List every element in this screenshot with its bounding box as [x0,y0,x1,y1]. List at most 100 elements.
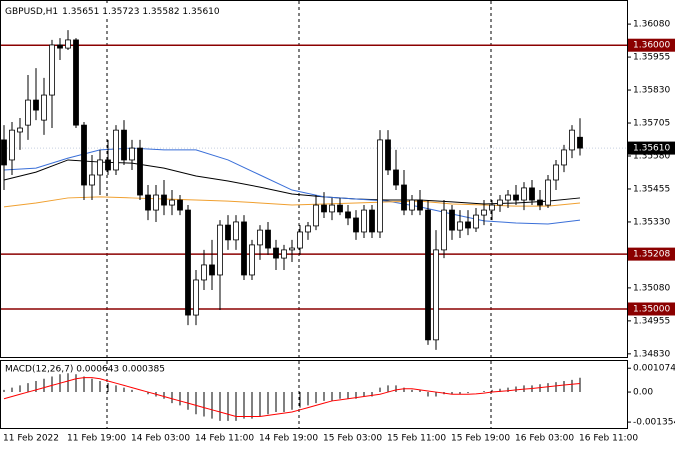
y-tick-label: 1.35580 [633,151,670,161]
candle-body [425,209,431,341]
current-price-box [628,141,675,155]
candle-body [393,169,399,186]
x-tick-label: 11 Feb 2022 [3,434,59,444]
candle-body [73,39,79,126]
candle-body [385,139,391,171]
candle-body [353,217,359,233]
x-tick-label: 16 Feb 11:00 [579,434,638,444]
candle-body [257,229,263,246]
candle-body [25,99,31,126]
candle-body [65,39,71,49]
symbol: GBPUSD,H1 [5,7,58,17]
candle-body [217,224,223,276]
level-label-box [628,247,675,261]
candle-body [1,139,7,166]
x-tick-label: 16 Feb 03:00 [515,434,574,444]
level-label: 1.36000 [633,41,670,51]
candle-body [33,99,39,111]
title-bg [2,3,224,17]
ohlc-values: 1.35651 1.35723 1.35582 1.35610 [62,7,220,17]
y-tick-label: 1.35080 [633,283,670,293]
candle-body [81,124,87,186]
candle-body [193,279,199,316]
candle-body [57,44,63,49]
y-tick-label: 1.34955 [633,316,670,326]
candle-body [449,209,455,231]
candle-body [529,187,535,201]
candle-body [497,199,503,206]
level-label-box [628,38,675,52]
signal-line [3,377,581,417]
candle-body [321,204,327,213]
candle-body [225,224,231,241]
candle-body [177,199,183,211]
candle-body [249,244,255,276]
y-tick-label: -0.001354 [633,418,675,428]
candle-body [345,211,351,219]
x-tick-label: 15 Feb 03:00 [323,434,382,444]
candle-body [305,225,311,233]
candle-body [241,221,247,276]
candle-body [49,44,55,96]
candle-body [153,194,159,211]
y-tick-label: 1.35455 [633,184,670,194]
y-tick-label: 1.34830 [633,349,670,359]
candle-body [185,209,191,316]
candle-body [537,199,543,206]
candle-body [209,264,215,276]
candle-body [161,194,167,206]
candle-body [401,184,407,211]
candle-body [129,147,135,161]
candle-body [441,209,447,251]
candle-body [369,209,375,233]
x-tick-label: 15 Feb 19:00 [451,434,510,444]
y-tick-label: 1.36080 [633,20,670,30]
candle-body [121,129,127,161]
candle-body [281,249,287,259]
candle-body [273,247,279,259]
candle-body [145,194,151,211]
y-tick-label: 0.00 [633,388,653,398]
candle-body [521,187,527,201]
y-tick-label: 0.001074 [633,364,675,374]
candle-body [113,129,119,171]
level-label: 1.35208 [633,250,670,260]
candle-body [433,249,439,341]
candle-body [457,221,463,231]
candle-body [569,129,575,151]
candle-body [137,147,143,196]
candle-body [417,199,423,211]
candle-body [89,174,95,186]
candle-body [553,164,559,181]
y-tick-label: 1.35705 [633,119,670,129]
x-tick-label: 11 Feb 19:00 [67,434,126,444]
candle-body [489,204,495,211]
candle-body [337,204,343,213]
candle-body [233,221,239,241]
y-tick-label: 1.35830 [633,86,670,96]
x-tick-label: 15 Feb 11:00 [387,434,446,444]
candle-body [105,159,111,171]
candle-body [465,221,471,229]
candle-body [481,209,487,216]
candle-body [361,209,367,233]
candle-body [577,136,583,149]
main-panel [0,0,628,358]
macd-title: MACD(12,26,7) 0.000643 0.000385 [5,365,165,375]
level-label-box [628,302,675,316]
candle-body [17,127,23,133]
candle-body [201,264,207,281]
candle-body [289,247,295,251]
macd-panel [0,360,628,429]
x-tick-label: 14 Feb 19:00 [259,434,318,444]
chart-title: GBPUSD,H1 1.35651 1.35723 1.35582 1.35610 [5,7,220,17]
day-separators [106,1,492,428]
candle-body [9,129,15,161]
candle-body [97,159,103,176]
candle-body [473,214,479,229]
candle-body [545,179,551,206]
y-tick-label: 1.35330 [633,217,670,227]
x-tick-label: 14 Feb 11:00 [195,434,254,444]
candle-body [41,94,47,121]
